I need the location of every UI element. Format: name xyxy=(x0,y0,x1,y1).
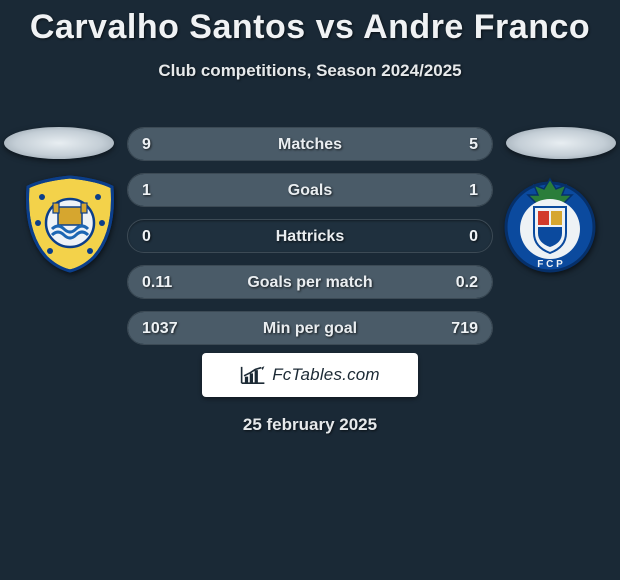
svg-text:F C P: F C P xyxy=(537,259,563,270)
stat-label: Hattricks xyxy=(128,220,492,252)
stat-label: Matches xyxy=(128,128,492,160)
spotlight-right xyxy=(506,127,616,159)
page-title: Carvalho Santos vs Andre Franco xyxy=(0,0,620,47)
stat-bars: 95Matches 11Goals 00Hattricks 0.110.2Goals … xyxy=(127,127,493,357)
stat-label: Goals xyxy=(128,174,492,206)
date-stamp: 25 february 2025 xyxy=(0,415,620,435)
arouca-crest-icon xyxy=(20,173,120,273)
stat-label: Min per goal xyxy=(128,312,492,344)
spotlight-left xyxy=(4,127,114,159)
stat-row: 00Hattricks xyxy=(127,219,493,253)
stat-row: 95Matches xyxy=(127,127,493,161)
club-crest-right: F C P xyxy=(500,173,600,273)
brand-badge: FcTables.com xyxy=(202,353,418,397)
club-crest-left xyxy=(20,173,120,273)
brand-text: FcTables.com xyxy=(272,365,380,385)
season-subtitle: Club competitions, Season 2024/2025 xyxy=(0,61,620,81)
brand-chart-icon xyxy=(240,364,266,386)
stat-row: 1037719Min per goal xyxy=(127,311,493,345)
comparison-arena: F C P 95Matches 11Goals 00Hattricks 0.110.2… xyxy=(0,109,620,339)
stat-label: Goals per match xyxy=(128,266,492,298)
porto-crest-icon: F C P xyxy=(500,173,600,273)
stat-row: 0.110.2Goals per match xyxy=(127,265,493,299)
stat-row: 11Goals xyxy=(127,173,493,207)
